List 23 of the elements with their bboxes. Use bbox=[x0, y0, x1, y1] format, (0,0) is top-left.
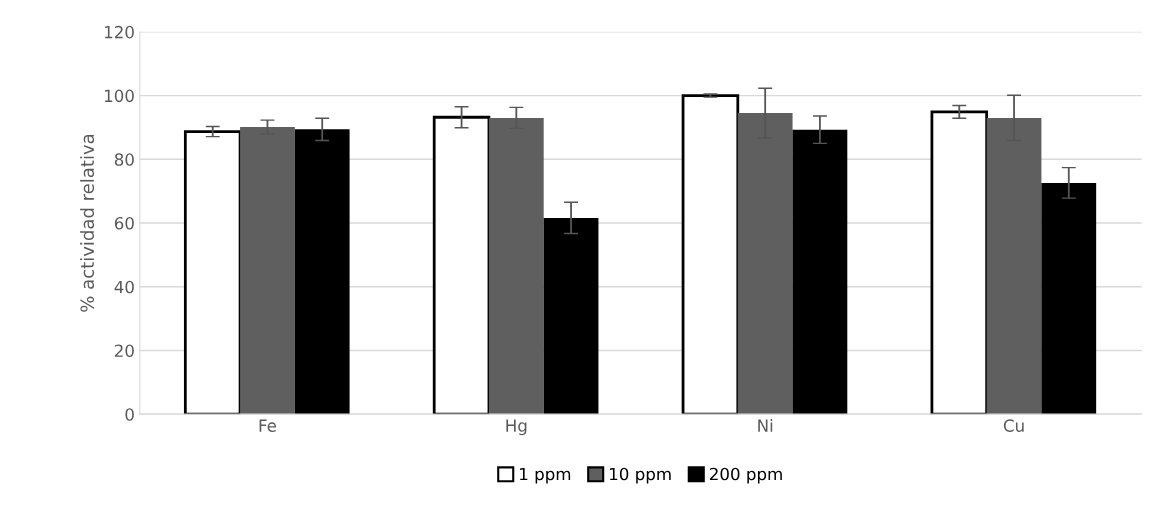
x-tick-label: Hg bbox=[506, 419, 527, 436]
y-tick-label: 0 bbox=[125, 408, 134, 421]
bar bbox=[681, 94, 740, 415]
bar bbox=[294, 129, 350, 415]
y-tick-label: 60 bbox=[114, 216, 134, 230]
bar bbox=[183, 130, 242, 415]
y-tick-label: 100 bbox=[104, 89, 134, 103]
x-tick-label: Cu bbox=[1003, 419, 1024, 432]
x-tick-label: Fe bbox=[259, 419, 277, 432]
legend-label: 200 ppm bbox=[709, 467, 782, 484]
y-tick-label: 80 bbox=[114, 153, 134, 166]
legend-label: 1 ppm bbox=[520, 467, 571, 484]
y-tick-label: 40 bbox=[114, 280, 134, 294]
bar bbox=[1041, 182, 1097, 415]
y-tick-label: 120 bbox=[104, 25, 134, 39]
bar bbox=[792, 129, 848, 415]
bar bbox=[930, 110, 989, 415]
bar bbox=[432, 115, 491, 415]
legend-label: 10 ppm bbox=[610, 467, 671, 484]
bar bbox=[543, 217, 599, 415]
x-tick-label: Ni bbox=[758, 419, 773, 432]
y-tick-label: 20 bbox=[114, 344, 134, 358]
y-axis-title: % actividad relativa bbox=[80, 134, 95, 312]
